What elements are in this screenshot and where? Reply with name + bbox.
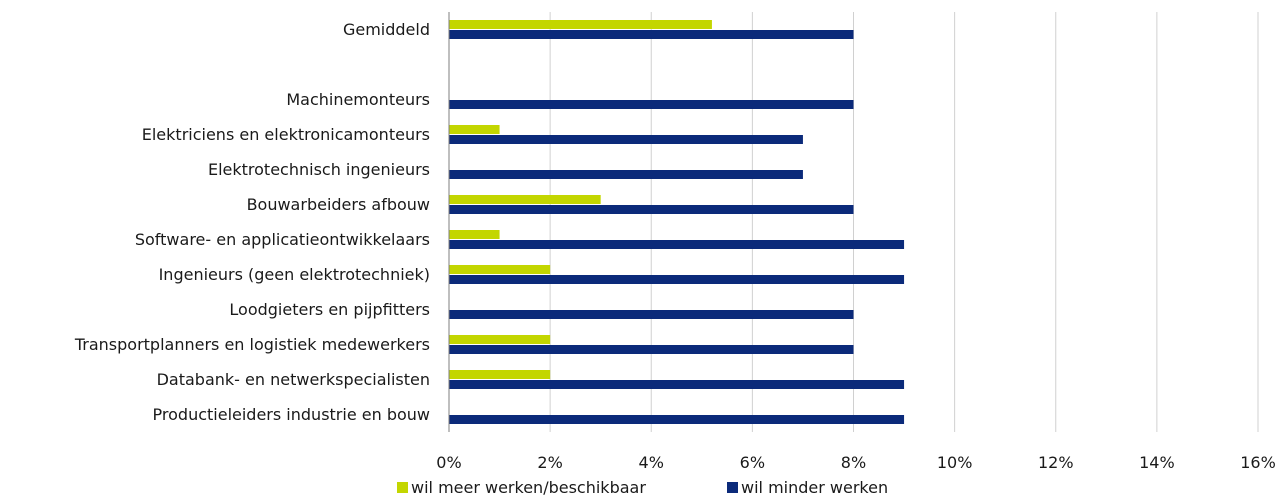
x-tick-label-4: 8% [841,453,866,472]
category-label-3: Elektriciens en elektronicamonteurs [142,125,430,144]
bar-minder-6 [449,240,905,249]
bars [449,20,905,424]
legend-label-0: wil meer werken/beschikbaar [411,478,646,497]
bar-minder-5 [449,205,854,214]
bar-meer-9 [449,335,551,344]
bar-minder-9 [449,345,854,354]
x-tick-label-3: 6% [740,453,765,472]
bar-minder-2 [449,100,854,109]
legend-swatch-1 [727,482,738,493]
x-tick-label-2: 4% [639,453,664,472]
bar-minder-8 [449,310,854,319]
x-tick-label-8: 16% [1240,453,1276,472]
x-tick-label-5: 10% [937,453,973,472]
legend: wil meer werken/beschikbaar wil minder we… [397,478,888,497]
bar-minder-0 [449,30,854,39]
x-tick-label-0: 0% [436,453,461,472]
category-label-2: Machinemonteurs [286,90,430,109]
bar-minder-10 [449,380,905,389]
category-label-6: Software- en applicatieontwikkelaars [135,230,430,249]
bar-minder-3 [449,135,803,144]
x-tick-label-7: 14% [1139,453,1175,472]
x-tick-label-6: 12% [1038,453,1074,472]
category-label-11: Productieleiders industrie en bouw [153,405,430,424]
x-tick-labels: 0% 2% 4% 6% 8% 10% 12% 14% 16% [436,453,1275,472]
category-label-0: Gemiddeld [343,20,430,39]
legend-label-1: wil minder werken [741,478,888,497]
bar-minder-7 [449,275,905,284]
gridlines [549,12,1259,432]
legend-swatch-0 [397,482,408,493]
category-label-7: Ingenieurs (geen elektrotechniek) [159,265,430,284]
x-tick-label-1: 2% [537,453,562,472]
bar-meer-7 [449,265,551,274]
category-label-10: Databank- en netwerkspecialisten [157,370,430,389]
bar-minder-4 [449,170,803,179]
category-label-8: Loodgieters en pijpfitters [229,300,430,319]
bar-meer-10 [449,370,551,379]
bar-meer-3 [449,125,500,134]
category-label-9: Transportplanners en logistiek medewerke… [74,335,430,354]
bar-meer-6 [449,230,500,239]
bar-meer-0 [449,20,712,29]
category-labels: Gemiddeld Machinemonteurs Elektriciens en … [74,20,430,424]
bar-meer-5 [449,195,601,204]
category-label-4: Elektrotechnisch ingenieurs [208,160,430,179]
category-label-5: Bouwarbeiders afbouw [247,195,430,214]
bar-minder-11 [449,415,905,424]
